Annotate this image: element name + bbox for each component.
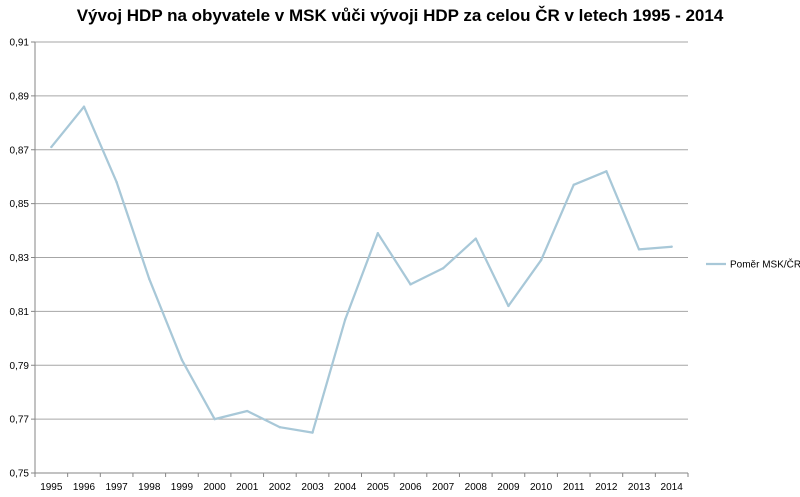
y-tick-label-7: 0,89 [10, 91, 30, 102]
chart-title: Vývoj HDP na obyvatele v MSK vůči vývoji… [76, 6, 724, 25]
legend: Poměr MSK/ČR [706, 258, 800, 271]
data-point-2000 [213, 417, 216, 421]
y-tick-label-4: 0,83 [10, 253, 30, 264]
y-tick-label-1: 0,77 [10, 415, 30, 426]
x-tick-labels: 1995 1996 1997 1998 1999 2000 2001 2002 2003 2004… [40, 482, 683, 493]
x-tick-label-2000: 2000 [203, 482, 226, 493]
y-tick-label-3: 0,81 [10, 307, 30, 318]
data-point-2007 [441, 267, 445, 270]
x-tick-label-2007: 2007 [432, 482, 455, 493]
data-point-1999 [180, 358, 184, 362]
x-tick-label-2008: 2008 [465, 482, 488, 493]
data-point-2014 [670, 245, 673, 248]
series-lines [50, 105, 673, 434]
x-tick-label-2011: 2011 [563, 482, 585, 493]
x-tick-label-1999: 1999 [171, 482, 194, 493]
x-tick-label-1995: 1995 [40, 482, 63, 493]
x-tick-label-2009: 2009 [497, 482, 520, 493]
y-tick-label-2: 0,79 [10, 361, 30, 372]
x-tick-label-2014: 2014 [661, 482, 684, 493]
y-tick-label-6: 0,87 [10, 145, 30, 156]
grid-lines [31, 41, 688, 474]
data-point-2004 [343, 318, 347, 321]
x-tick-label-2005: 2005 [367, 482, 390, 493]
y-tick-label-5: 0,85 [10, 199, 30, 210]
y-tick-label-0: 0,75 [10, 469, 30, 480]
axes [34, 42, 689, 477]
data-point-2010 [539, 258, 543, 262]
data-point-2012 [605, 170, 608, 173]
data-point-2005 [376, 232, 380, 235]
x-tick-label-2013: 2013 [628, 482, 651, 493]
data-point-2013 [637, 248, 641, 251]
x-tick-label-2002: 2002 [269, 482, 292, 493]
x-tick-label-2012: 2012 [595, 482, 618, 493]
data-point-2008 [474, 237, 477, 240]
y-tick-labels: 0,75 0,77 0,79 0,81 0,83 0,85 0,87 0,89 0,91 [10, 38, 30, 480]
data-point-2003 [311, 431, 314, 434]
x-tick-label-2010: 2010 [530, 482, 553, 493]
x-tick-label-1996: 1996 [73, 482, 96, 493]
data-point-1998 [148, 277, 151, 281]
x-tick-label-1998: 1998 [138, 482, 161, 493]
y-tick-label-8: 0,91 [10, 38, 30, 49]
x-tick-label-2004: 2004 [334, 482, 357, 493]
series-line-0 [50, 105, 672, 434]
x-tick-label-2001: 2001 [236, 482, 259, 493]
x-tick-label-2003: 2003 [301, 482, 324, 493]
data-point-1996 [82, 105, 86, 108]
x-tick-label-1997: 1997 [106, 482, 129, 493]
data-point-1995 [50, 145, 53, 149]
data-point-1997 [115, 180, 118, 184]
data-point-2002 [278, 426, 282, 429]
data-point-2011 [572, 183, 575, 186]
legend-label-0: Poměr MSK/ČR [730, 258, 800, 271]
x-tick-label-2006: 2006 [399, 482, 422, 493]
data-point-2006 [409, 283, 412, 286]
data-point-2009 [507, 304, 510, 308]
data-point-2001 [246, 409, 249, 413]
